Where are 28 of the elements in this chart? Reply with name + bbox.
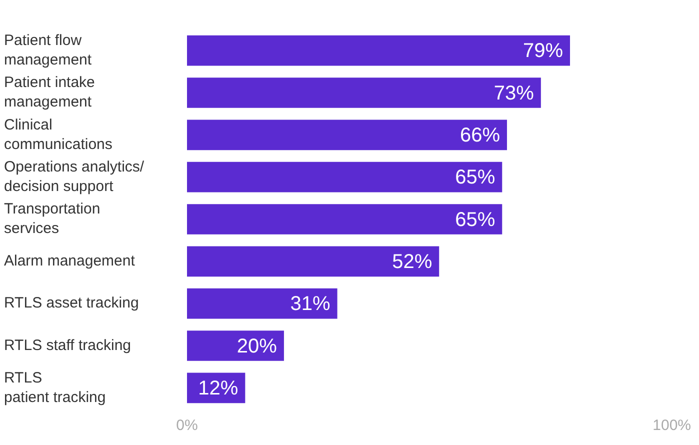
y-tick-label: RTLS patient tracking	[4, 369, 106, 406]
bar	[187, 162, 502, 192]
y-tick-label: RTLS asset tracking	[4, 294, 139, 312]
y-tick-label: Patient flow management	[4, 32, 92, 68]
y-tick-label: Patient intake management	[4, 74, 95, 111]
data-label: 65%	[455, 208, 496, 231]
y-tick-label: Clinical communications	[4, 116, 112, 153]
bar	[187, 330, 284, 361]
bar	[187, 78, 541, 108]
data-label: 52%	[392, 250, 432, 273]
x-tick-label: 0%	[176, 417, 198, 434]
data-label: 73%	[494, 82, 534, 104]
data-label: 65%	[455, 166, 496, 189]
bar	[187, 246, 440, 277]
bar	[187, 120, 507, 150]
y-tick-label: Alarm management	[4, 252, 136, 270]
x-tick-label: 100%	[652, 417, 692, 434]
bar	[187, 288, 338, 319]
bar	[187, 35, 570, 66]
data-label: 31%	[290, 293, 331, 316]
data-label: 66%	[460, 124, 500, 146]
data-label: 20%	[236, 335, 278, 358]
y-tick-label: RTLS staff tracking	[4, 336, 132, 354]
data-label: 12%	[198, 377, 238, 400]
y-tick-label: Operations analytics/ decision support	[4, 158, 145, 195]
bar	[187, 204, 502, 234]
y-tick-label: Transportation services	[4, 200, 100, 238]
data-label: 79%	[522, 40, 564, 62]
